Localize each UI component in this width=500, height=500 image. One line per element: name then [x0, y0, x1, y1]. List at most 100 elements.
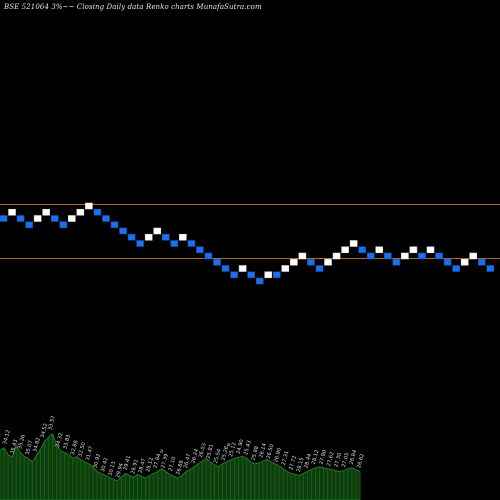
renko-brick-up — [469, 252, 478, 260]
renko-brick-up — [349, 240, 358, 247]
volume-label: 32.50 — [77, 442, 87, 458]
volume-label: 33.57 — [47, 415, 57, 431]
volume-label: 25.12 — [228, 442, 238, 458]
renko-brick-down — [59, 221, 68, 229]
volume-label: 35.07 — [25, 440, 35, 456]
renko-bricks — [0, 202, 495, 285]
volume-label: 28.12 — [311, 449, 321, 465]
renko-brick-up — [298, 252, 307, 260]
volume-label: 26.50 — [266, 444, 276, 460]
renko-brick-down — [477, 258, 486, 266]
volume-label: 26.84 — [349, 449, 359, 466]
renko-brick-down — [119, 227, 127, 235]
renko-brick-up — [85, 202, 93, 210]
renko-brick-down — [366, 252, 375, 260]
volume-label: 34.82 — [32, 437, 42, 453]
renko-brick-down — [443, 258, 452, 266]
renko-brick-up — [264, 271, 273, 279]
volume-label: 26.14 — [258, 442, 268, 459]
renko-brick-down — [0, 215, 8, 222]
volume-label: 27.30 — [334, 452, 344, 468]
volume-label: 32.88 — [70, 440, 80, 456]
chart-title: BSE 521064 3%~~ Closing Daily data Renko… — [4, 3, 262, 11]
renko-brick-up — [281, 265, 290, 272]
renko-brick-up — [68, 215, 76, 222]
volume-label: 29.94 — [115, 462, 125, 479]
volume-label: 25.88 — [251, 446, 261, 462]
volume-label: 28.47 — [138, 458, 148, 474]
volume-label: 29.41 — [123, 455, 133, 471]
volume-label: 25.54 — [213, 448, 223, 465]
renko-brick-down — [110, 221, 119, 229]
renko-brick-up — [153, 227, 162, 235]
renko-brick-up — [42, 208, 51, 216]
renko-brick-down — [221, 265, 230, 272]
volume-label: 24.90 — [236, 439, 246, 455]
renko-brick-up — [332, 252, 341, 260]
volume-label: 28.91 — [130, 459, 140, 475]
volume-label: 26.88 — [175, 460, 185, 476]
renko-brick-down — [247, 271, 255, 279]
renko-brick-up — [460, 258, 469, 266]
volume-label: 26.03 — [198, 443, 208, 459]
renko-brick-down — [93, 208, 102, 216]
volume-label: 25.81 — [205, 444, 215, 460]
volume-label: 26.24 — [190, 448, 200, 465]
renko-brick-down — [435, 252, 443, 260]
volume-label: 26.90 — [273, 447, 283, 463]
volume-label: 27.72 — [288, 455, 298, 471]
volume-label: 27.05 — [341, 452, 351, 468]
volume-label: 27.62 — [326, 451, 336, 467]
renko-brick-down — [418, 252, 426, 260]
volume-label: 34.52 — [40, 423, 50, 439]
renko-brick-down — [315, 265, 324, 272]
renko-brick-down — [25, 221, 33, 229]
volume-label: 30.13 — [108, 461, 118, 477]
volume-label: 35.26 — [17, 434, 27, 450]
renko-brick-up — [401, 252, 409, 260]
renko-brick-up — [290, 258, 298, 266]
renko-brick-down — [392, 258, 401, 266]
renko-brick-down — [452, 265, 460, 272]
renko-brick-up — [179, 233, 187, 241]
renko-brick-down — [170, 240, 179, 247]
renko-brick-down — [230, 271, 238, 279]
volume-label: 27.39 — [160, 453, 170, 469]
volume-label: 27.31 — [281, 450, 291, 466]
renko-brick-up — [341, 246, 349, 254]
volume-label: 30.42 — [100, 457, 110, 473]
renko-brick-up — [144, 233, 153, 241]
renko-brick-down — [486, 265, 495, 272]
volume-label: 28.44 — [303, 452, 313, 469]
volume-label: 31.47 — [85, 446, 95, 462]
renko-brick-down — [213, 258, 221, 266]
renko-brick-down — [204, 252, 213, 260]
volume-label: 26.47 — [183, 453, 193, 469]
renko-brick-down — [358, 246, 366, 254]
volume-label: 27.90 — [318, 449, 328, 465]
volume-label: 34.12 — [2, 429, 12, 445]
renko-brick-down — [383, 252, 392, 260]
volume-label: 30.92 — [93, 453, 103, 469]
volume-label: 27.10 — [168, 456, 178, 472]
renko-brick-up — [238, 265, 247, 272]
renko-brick-up — [33, 215, 42, 222]
renko-brick-down — [16, 215, 25, 222]
renko-brick-down — [102, 215, 110, 222]
volume-label: 26.62 — [356, 453, 366, 469]
renko-brick-up — [426, 246, 435, 254]
volume-marker: a — [227, 442, 230, 448]
volume-label: 34.32 — [55, 432, 65, 448]
renko-brick-down — [127, 233, 136, 241]
renko-brick-up — [375, 246, 384, 254]
renko-brick-down — [255, 277, 264, 285]
renko-brick-up — [409, 246, 418, 254]
volume-label: 28.15 — [296, 457, 306, 473]
renko-brick-up — [324, 258, 332, 266]
renko-brick-up — [8, 208, 16, 216]
volume-marker: a — [160, 449, 163, 455]
renko-brick-down — [307, 258, 315, 266]
volume-label: 27.84 — [153, 452, 163, 469]
renko-brick-down — [50, 215, 59, 222]
volume-label: 25.26 — [221, 446, 231, 462]
